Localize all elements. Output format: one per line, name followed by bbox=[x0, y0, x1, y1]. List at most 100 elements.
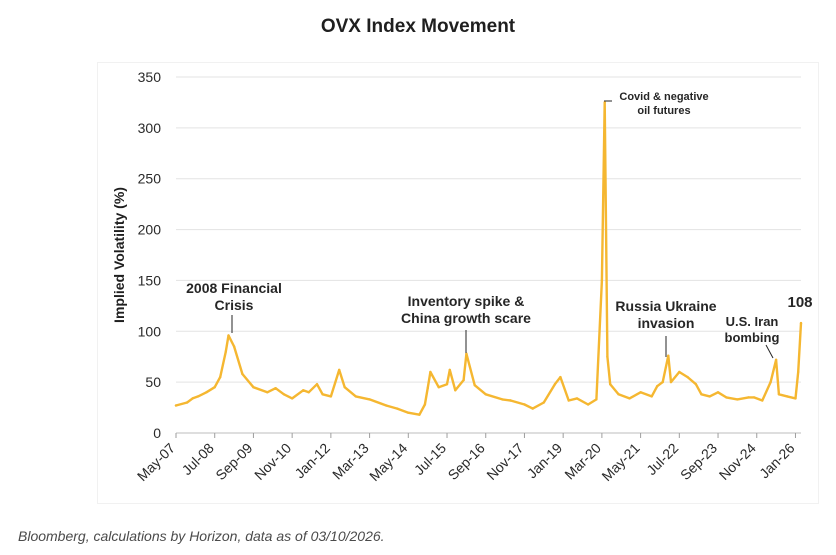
data-point bbox=[761, 399, 764, 402]
chart-title: OVX Index Movement bbox=[320, 16, 516, 37]
x-tick-label: May-14 bbox=[366, 440, 410, 484]
y-tick-label: 350 bbox=[138, 69, 162, 85]
annotation-label: Covid & negative bbox=[619, 91, 708, 103]
data-point bbox=[241, 372, 244, 376]
data-point bbox=[282, 393, 286, 396]
data-point bbox=[418, 413, 421, 416]
data-point bbox=[368, 398, 371, 401]
annotation-leader bbox=[765, 344, 774, 359]
x-tick-label: Nov-10 bbox=[251, 440, 294, 483]
data-point bbox=[656, 385, 659, 388]
x-tick-label: Mar-13 bbox=[329, 440, 372, 483]
annotation-label: China growth scare bbox=[401, 310, 531, 326]
data-point bbox=[606, 355, 609, 358]
annotation-label: U.S. Iran bbox=[726, 314, 779, 329]
x-tick-label: Nov-17 bbox=[483, 440, 526, 483]
data-point bbox=[321, 393, 324, 396]
data-point bbox=[694, 383, 698, 386]
data-point bbox=[219, 375, 222, 379]
grid-lines bbox=[176, 76, 801, 434]
x-tick-label: Sep-23 bbox=[677, 440, 720, 483]
data-point bbox=[567, 399, 570, 402]
data-point bbox=[774, 358, 778, 361]
x-tick-label: Nov-24 bbox=[716, 440, 759, 483]
data-point bbox=[266, 391, 269, 394]
x-tick-label: Jul-15 bbox=[411, 440, 449, 478]
data-point bbox=[509, 399, 512, 402]
data-point bbox=[686, 375, 689, 379]
data-point bbox=[799, 321, 803, 325]
data-point bbox=[797, 370, 800, 374]
x-tick-label: Mar-20 bbox=[561, 440, 604, 483]
data-point bbox=[437, 386, 440, 389]
y-axis-title: Implied Volatility (%) bbox=[111, 187, 127, 323]
data-point bbox=[600, 279, 604, 282]
data-point bbox=[396, 407, 399, 410]
data-point bbox=[716, 391, 720, 394]
y-tick-label: 250 bbox=[138, 171, 162, 187]
y-tick-label: 50 bbox=[145, 374, 161, 390]
data-point bbox=[669, 380, 673, 384]
x-tick-label: Sep-09 bbox=[212, 440, 255, 483]
data-point bbox=[224, 350, 227, 353]
data-point bbox=[426, 387, 429, 390]
data-point bbox=[650, 395, 653, 398]
x-tick-label: Jan-19 bbox=[524, 440, 566, 482]
x-tick-label: Jul-22 bbox=[643, 440, 681, 478]
data-point bbox=[708, 395, 711, 398]
data-point bbox=[700, 393, 703, 396]
data-point bbox=[307, 391, 310, 394]
annotation-label: bombing bbox=[725, 330, 780, 345]
data-point bbox=[473, 384, 476, 387]
data-point bbox=[531, 407, 534, 410]
data-point bbox=[586, 403, 590, 406]
data-point bbox=[291, 397, 294, 400]
data-point bbox=[315, 383, 319, 386]
data-point bbox=[603, 101, 606, 104]
data-point bbox=[462, 378, 465, 382]
data-point bbox=[794, 397, 797, 400]
data-point bbox=[553, 383, 557, 386]
data-point bbox=[559, 375, 562, 379]
data-point bbox=[542, 401, 545, 404]
x-tick-label: Jul-08 bbox=[179, 440, 217, 478]
data-point bbox=[617, 393, 620, 396]
data-point bbox=[465, 352, 468, 355]
data-point bbox=[196, 395, 200, 398]
data-point bbox=[429, 370, 432, 374]
series-line-ovx bbox=[174, 101, 803, 416]
y-tick-label: 150 bbox=[138, 272, 162, 288]
data-point bbox=[302, 389, 305, 392]
data-point bbox=[274, 387, 277, 390]
data-point bbox=[185, 401, 189, 404]
source-note: Bloomberg, calculations by Horizon, data… bbox=[18, 528, 385, 544]
annotation-label: Russia Ukraine bbox=[615, 298, 716, 314]
data-point bbox=[448, 368, 451, 372]
data-point bbox=[205, 391, 208, 394]
x-tick-label: Jan-26 bbox=[756, 440, 798, 482]
data-point bbox=[252, 386, 255, 389]
data-point bbox=[575, 397, 579, 400]
y-tick-label: 0 bbox=[153, 425, 161, 441]
data-point bbox=[191, 397, 194, 400]
data-point bbox=[232, 345, 236, 348]
annotation-label: 2008 Financial bbox=[186, 280, 282, 296]
x-tick-label: Jan-12 bbox=[291, 440, 333, 482]
data-point bbox=[329, 395, 333, 398]
data-point bbox=[227, 334, 230, 337]
data-point bbox=[343, 386, 346, 389]
data-point bbox=[354, 395, 357, 398]
data-point bbox=[736, 398, 739, 401]
annotation-label: 108 bbox=[787, 294, 812, 311]
data-point bbox=[769, 380, 772, 384]
y-axis: 0 50 100 150 200 250 300 350 bbox=[138, 69, 162, 441]
data-point bbox=[595, 398, 598, 401]
annotation-label: Crisis bbox=[215, 297, 254, 313]
annotation-label: oil futures bbox=[637, 105, 690, 117]
data-point bbox=[213, 386, 216, 389]
x-axis: May-07 Jul-08Sep-09Nov-10Jan-12Mar-13May-… bbox=[134, 433, 798, 484]
data-point bbox=[609, 383, 612, 386]
data-point bbox=[678, 370, 681, 374]
